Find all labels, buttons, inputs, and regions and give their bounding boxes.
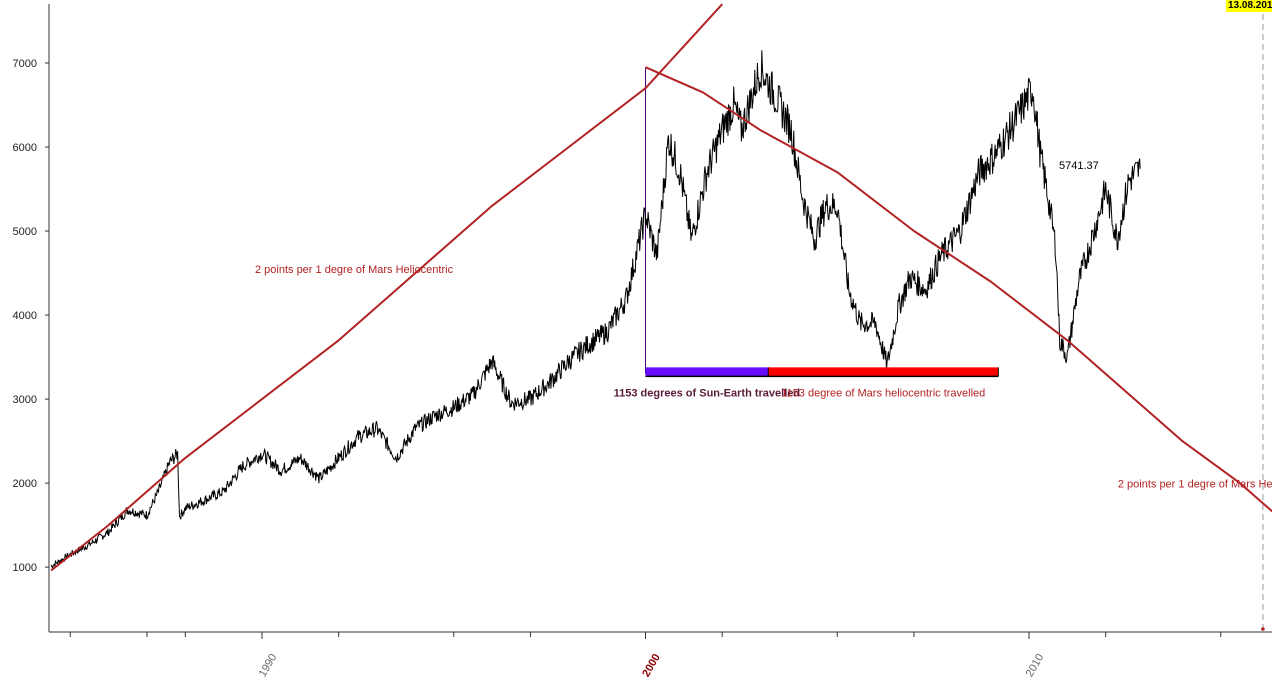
x-tick-label: 2000	[640, 652, 663, 679]
mars-curve-falling	[645, 66, 1272, 513]
x-tick-label: 1990	[257, 652, 280, 679]
mars-scale-annotation: 2 points per 1 degre of Mars Heliocentri…	[1118, 478, 1272, 490]
y-tick-label: 6000	[13, 142, 37, 154]
current-date-badge: 13.08.2016	[1226, 0, 1272, 12]
sun-earth-bar-label: 1153 degrees of Sun-Earth travelled	[614, 387, 800, 399]
mars-scale-annotation: 2 points per 1 degre of Mars Heliocentri…	[255, 264, 454, 276]
plot-area: 1000 2000 3000 4000 5000 6000 7000 1990 2000 2010…	[13, 3, 1272, 679]
y-tick-label: 4000	[13, 310, 37, 322]
y-tick-label: 7000	[13, 58, 37, 70]
sun-earth-bar	[645, 367, 769, 377]
mars-heliocentric-bar	[768, 367, 999, 377]
y-tick-label: 3000	[13, 394, 37, 406]
x-tick-label: 2010	[1024, 652, 1047, 679]
current-date-dot	[1261, 627, 1265, 631]
y-tick-label: 5000	[13, 226, 37, 238]
y-tick-label: 1000	[13, 562, 37, 574]
series-group	[50, 3, 1272, 572]
price-series-line	[50, 50, 1141, 570]
y-tick-label: 2000	[13, 478, 37, 490]
mars-heliocentric-bar-label: 1153 degree of Mars heliocentric travell…	[781, 387, 985, 399]
last-price-label: 5741.37	[1059, 160, 1099, 172]
mars-curve-rising	[50, 3, 723, 572]
